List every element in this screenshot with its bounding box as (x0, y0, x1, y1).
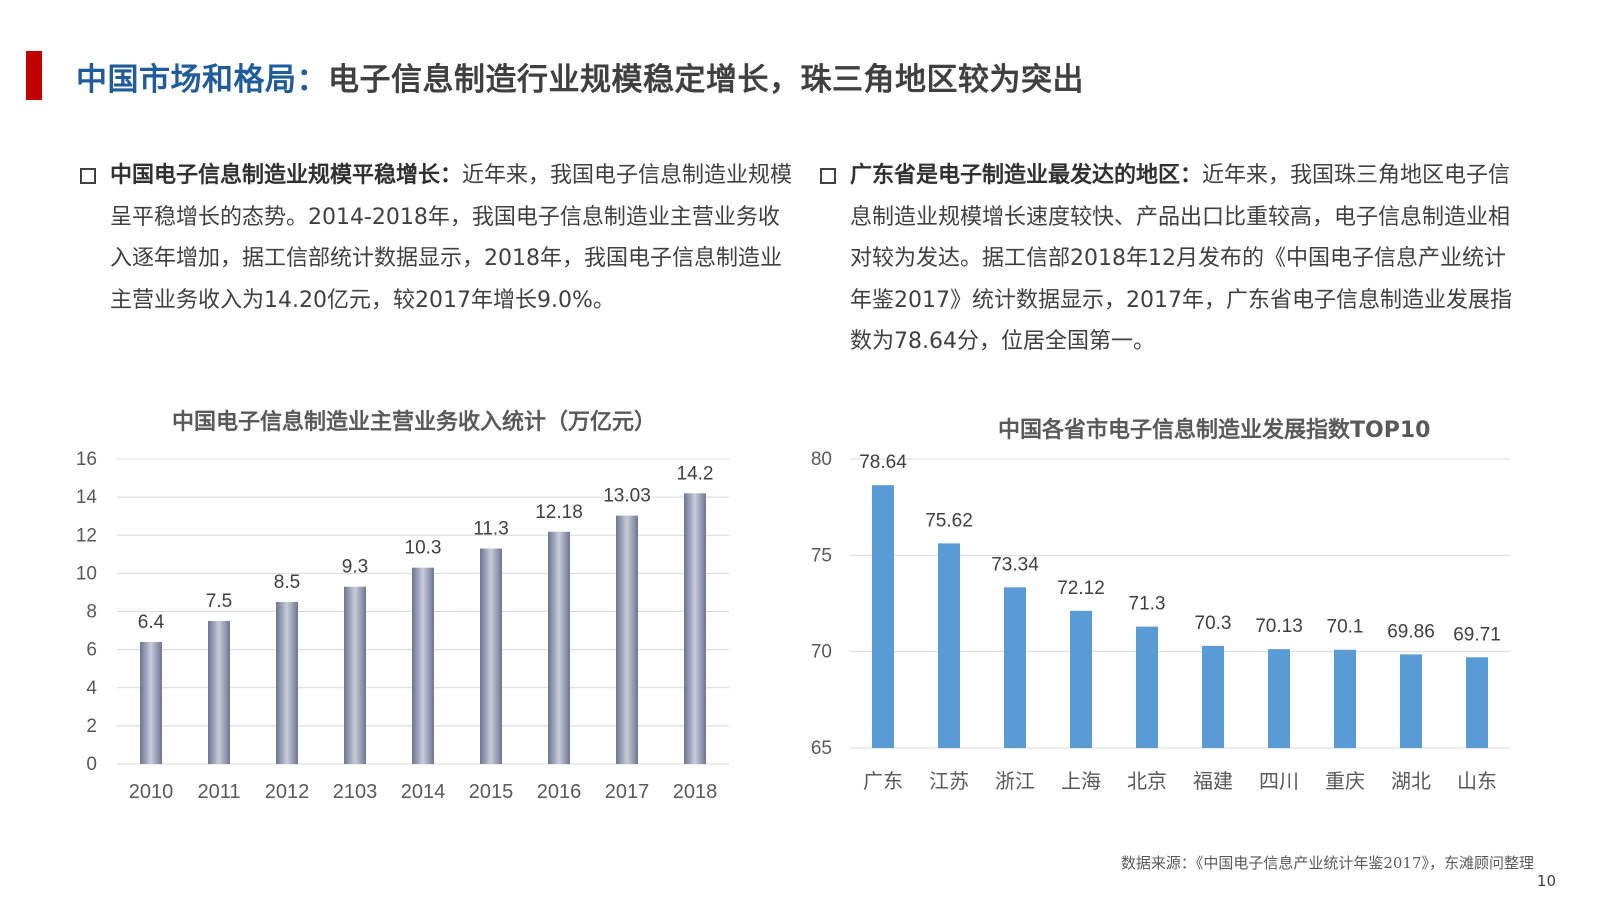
y-tick-label: 70 (811, 642, 832, 663)
index-chart-title: 中国各省市电子信息制造业发展指数TOP10 (998, 418, 1431, 443)
data-label: 70.1 (1327, 617, 1364, 638)
data-label: 11.3 (473, 519, 509, 540)
bar (872, 485, 894, 748)
y-tick-label: 6 (86, 640, 97, 661)
x-tick-label: 2017 (605, 781, 650, 803)
bar (344, 586, 366, 764)
data-label: 9.3 (342, 557, 368, 578)
bar (1136, 626, 1158, 748)
data-label: 70.13 (1255, 616, 1303, 637)
x-tick-label: 2016 (537, 781, 582, 803)
data-label: 10.3 (405, 538, 442, 559)
x-tick-label: 2012 (265, 781, 310, 803)
bar (412, 567, 434, 764)
bar (276, 601, 298, 764)
bar (548, 531, 570, 764)
x-tick-label: 湖北 (1391, 769, 1431, 793)
x-tick-label: 上海 (1061, 769, 1101, 793)
bar (1334, 649, 1356, 748)
bar (616, 515, 638, 764)
left-bullet-body: 近年来，我国电子信息制造业规模呈平稳增长的态势。2014-2018年，我国电子信… (110, 163, 793, 313)
bar (1400, 654, 1422, 748)
page-number: 10 (1536, 872, 1556, 890)
data-source-note: 数据来源：《中国电子信息产业统计年鉴2017》，东滩顾问整理 (1120, 854, 1534, 872)
x-tick-label: 2011 (197, 781, 240, 803)
bar (684, 493, 706, 764)
y-tick-label: 8 (86, 602, 97, 623)
x-tick-label: 广东 (863, 769, 903, 793)
x-tick-label: 2014 (401, 781, 446, 803)
bar (140, 642, 162, 764)
data-label: 71.3 (1129, 594, 1166, 615)
data-label: 73.34 (991, 554, 1039, 575)
x-tick-label: 北京 (1127, 769, 1167, 793)
y-tick-label: 16 (76, 449, 97, 470)
data-label: 70.3 (1195, 613, 1232, 634)
y-tick-label: 0 (86, 754, 97, 775)
square-bullet-icon (820, 168, 836, 184)
x-tick-label: 江苏 (929, 769, 969, 793)
y-tick-label: 2 (86, 716, 97, 737)
data-label: 8.5 (274, 572, 300, 593)
data-label: 7.5 (206, 591, 232, 612)
x-tick-label: 浙江 (995, 769, 1035, 793)
x-tick-label: 2010 (129, 781, 174, 803)
left-bullet: 中国电子信息制造业规模平稳增长：近年来，我国电子信息制造业规模呈平稳增长的态势。… (80, 155, 795, 321)
data-label: 72.12 (1057, 578, 1105, 599)
data-label: 69.86 (1387, 621, 1435, 642)
right-text-block: 广东省是电子制造业最发达的地区：近年来，我国珠三角地区电子信息制造业规模增长速度… (820, 155, 1520, 363)
province-index-bar-chart: 65 70 75 80 78.64 广东 75.62 江苏 73.34 浙江 72.12 上海 71.3… (811, 449, 1510, 793)
bar (1004, 587, 1026, 748)
y-tick-label: 10 (76, 563, 97, 584)
bar (1202, 645, 1224, 748)
bar (938, 543, 960, 748)
page-title: 中国市场和格局：电子信息制造行业规模稳定增长，珠三角地区较为突出 (76, 54, 1084, 99)
bar (1466, 657, 1488, 748)
data-label: 14.2 (677, 463, 714, 484)
y-tick-label: 4 (86, 678, 97, 699)
page-title-lead: 中国市场和格局： (76, 62, 328, 98)
x-tick-label: 2018 (673, 781, 718, 803)
y-tick-label: 65 (811, 738, 832, 759)
y-tick-label: 14 (76, 487, 98, 508)
data-label: 12.18 (535, 502, 583, 523)
data-label: 78.64 (859, 452, 907, 473)
bar (1268, 649, 1290, 748)
revenue-bar-chart: 0 2 4 6 8 10 12 14 16 6.4 2010 7.5 2011 8.5 2012 9.3 210… (76, 449, 729, 803)
x-tick-label: 2015 (469, 781, 514, 803)
left-text-block: 中国电子信息制造业规模平稳增长：近年来，我国电子信息制造业规模呈平稳增长的态势。… (80, 155, 795, 321)
title-accent-bar (26, 51, 42, 100)
square-bullet-icon (80, 168, 96, 184)
right-bullet-body: 近年来，我国珠三角地区电子信息制造业规模增长速度较快、产品出口比重较高，电子信息… (850, 163, 1512, 354)
y-tick-label: 75 (811, 545, 832, 566)
right-bullet-heading: 广东省是电子制造业最发达的地区： (850, 163, 1203, 188)
data-label: 69.71 (1453, 624, 1501, 645)
x-tick-label: 四川 (1259, 769, 1299, 793)
page-title-rest: 电子信息制造行业规模稳定增长，珠三角地区较为突出 (328, 62, 1084, 98)
data-label: 6.4 (138, 612, 165, 633)
data-label: 13.03 (603, 486, 651, 507)
y-tick-label: 12 (76, 525, 97, 546)
bar (480, 548, 502, 764)
bar (208, 621, 230, 764)
x-tick-label: 山东 (1457, 769, 1497, 793)
left-bullet-heading: 中国电子信息制造业规模平稳增长： (110, 163, 463, 188)
x-tick-label: 2103 (333, 781, 378, 803)
y-tick-label: 80 (811, 449, 832, 470)
right-bullet: 广东省是电子制造业最发达的地区：近年来，我国珠三角地区电子信息制造业规模增长速度… (820, 155, 1520, 363)
revenue-chart-title: 中国电子信息制造业主营业务收入统计（万亿元） (172, 410, 657, 435)
x-tick-label: 福建 (1193, 769, 1233, 793)
bar (1070, 610, 1092, 748)
data-label: 75.62 (925, 510, 973, 531)
x-tick-label: 重庆 (1325, 769, 1365, 793)
